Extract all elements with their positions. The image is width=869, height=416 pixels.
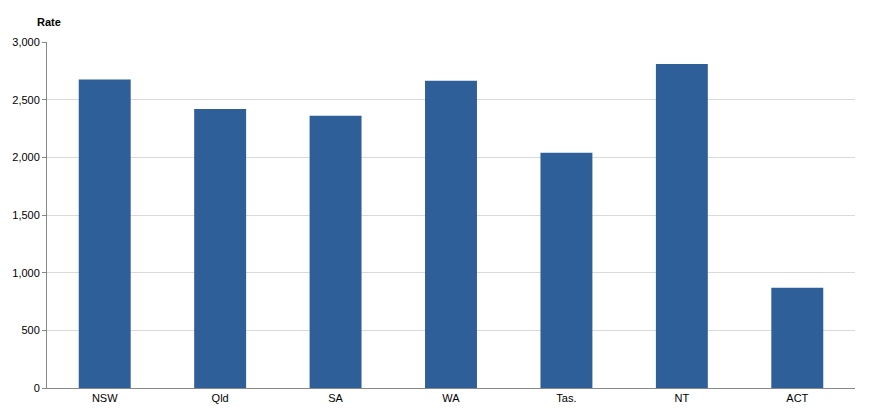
svg-text:WA: WA bbox=[442, 392, 460, 404]
svg-text:Qld: Qld bbox=[212, 392, 229, 404]
svg-text:NT: NT bbox=[675, 392, 690, 404]
svg-text:0: 0 bbox=[34, 382, 40, 394]
svg-text:Tas.: Tas. bbox=[556, 392, 576, 404]
svg-text:NSW: NSW bbox=[92, 392, 118, 404]
svg-text:ACT: ACT bbox=[786, 392, 808, 404]
svg-text:SA: SA bbox=[328, 392, 343, 404]
svg-text:2,000: 2,000 bbox=[12, 151, 40, 163]
svg-text:1,500: 1,500 bbox=[12, 209, 40, 221]
svg-text:1,000: 1,000 bbox=[12, 267, 40, 279]
svg-text:2,500: 2,500 bbox=[12, 94, 40, 106]
svg-text:500: 500 bbox=[21, 324, 39, 336]
svg-text:Rate: Rate bbox=[37, 16, 61, 28]
svg-text:3,000: 3,000 bbox=[12, 36, 40, 48]
